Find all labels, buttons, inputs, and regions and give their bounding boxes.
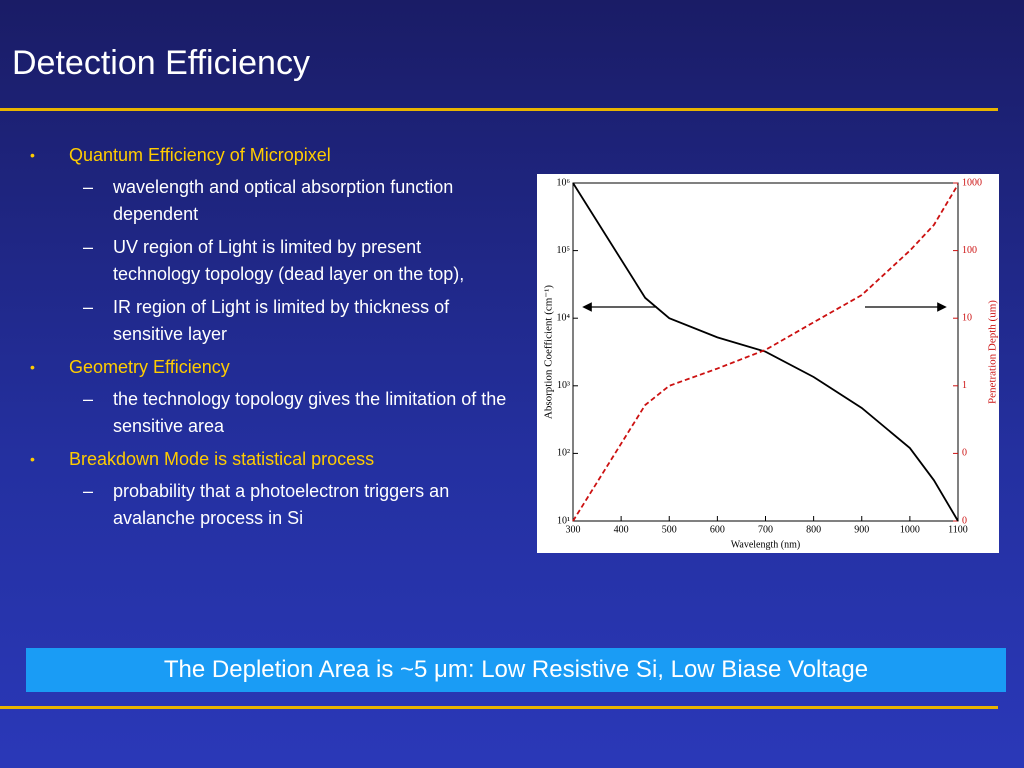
- y-tick-label: 10⁵: [557, 245, 571, 256]
- x-tick-label: 600: [710, 524, 725, 535]
- y2-tick-label: 0: [962, 515, 967, 526]
- x-tick-label: 400: [614, 524, 629, 535]
- y-tick-label: 10⁴: [557, 312, 571, 323]
- callout: The Depletion Area is ~5 μm: Low Resisti…: [26, 648, 1006, 692]
- y-tick-label: 10²: [557, 448, 570, 459]
- x-tick-label: 300: [566, 524, 581, 535]
- rule: [0, 108, 998, 111]
- slide-title: Detection Efficiency: [12, 44, 310, 82]
- x-tick-label: 1100: [948, 524, 968, 535]
- bullet: Breakdown Mode is statistical process: [30, 446, 510, 473]
- x-tick-label: 800: [806, 524, 821, 535]
- y-tick-label: 10¹: [557, 515, 570, 526]
- data-line: [572, 184, 959, 522]
- bullet: Geometry Efficiency: [30, 354, 510, 381]
- y-tick-label: 10⁶: [557, 177, 571, 188]
- x-tick-label: 900: [854, 524, 869, 535]
- y2-axis-label: Penetration Depth (um): [987, 300, 999, 404]
- data-line: [572, 182, 959, 522]
- y-axis-label: Absorption Coefficient (cm⁻¹): [543, 285, 555, 419]
- sub-bullet: wavelength and optical absorption functi…: [30, 174, 513, 228]
- bullet-list: Quantum Efficiency of Micropixel waveleng…: [30, 142, 510, 538]
- y2-tick-label: 10: [962, 312, 972, 323]
- bullet: Quantum Efficiency of Micropixel: [30, 142, 510, 169]
- y-tick-label: 10³: [557, 380, 570, 391]
- rule: [0, 706, 998, 709]
- x-tick-label: 1000: [900, 524, 920, 535]
- x-tick-label: 500: [662, 524, 677, 535]
- y2-tick-label: 1000: [962, 177, 982, 188]
- x-tick-label: 700: [758, 524, 773, 535]
- y2-tick-label: 0: [962, 448, 967, 459]
- sub-bullet: probability that a photoelectron trigger…: [30, 478, 513, 532]
- sub-bullet: IR region of Light is limited by thickne…: [30, 294, 513, 348]
- y2-tick-label: 1: [962, 380, 967, 391]
- y2-tick-label: 100: [962, 245, 977, 256]
- chart: 300 400 500 600 700 800 900 1000 110010¹10²10³10…: [537, 174, 999, 553]
- x-axis-label: Wavelength (nm): [731, 539, 800, 550]
- sub-bullet: UV region of Light is limited by present…: [30, 234, 513, 288]
- sub-bullet: the technology topology gives the limita…: [30, 386, 513, 440]
